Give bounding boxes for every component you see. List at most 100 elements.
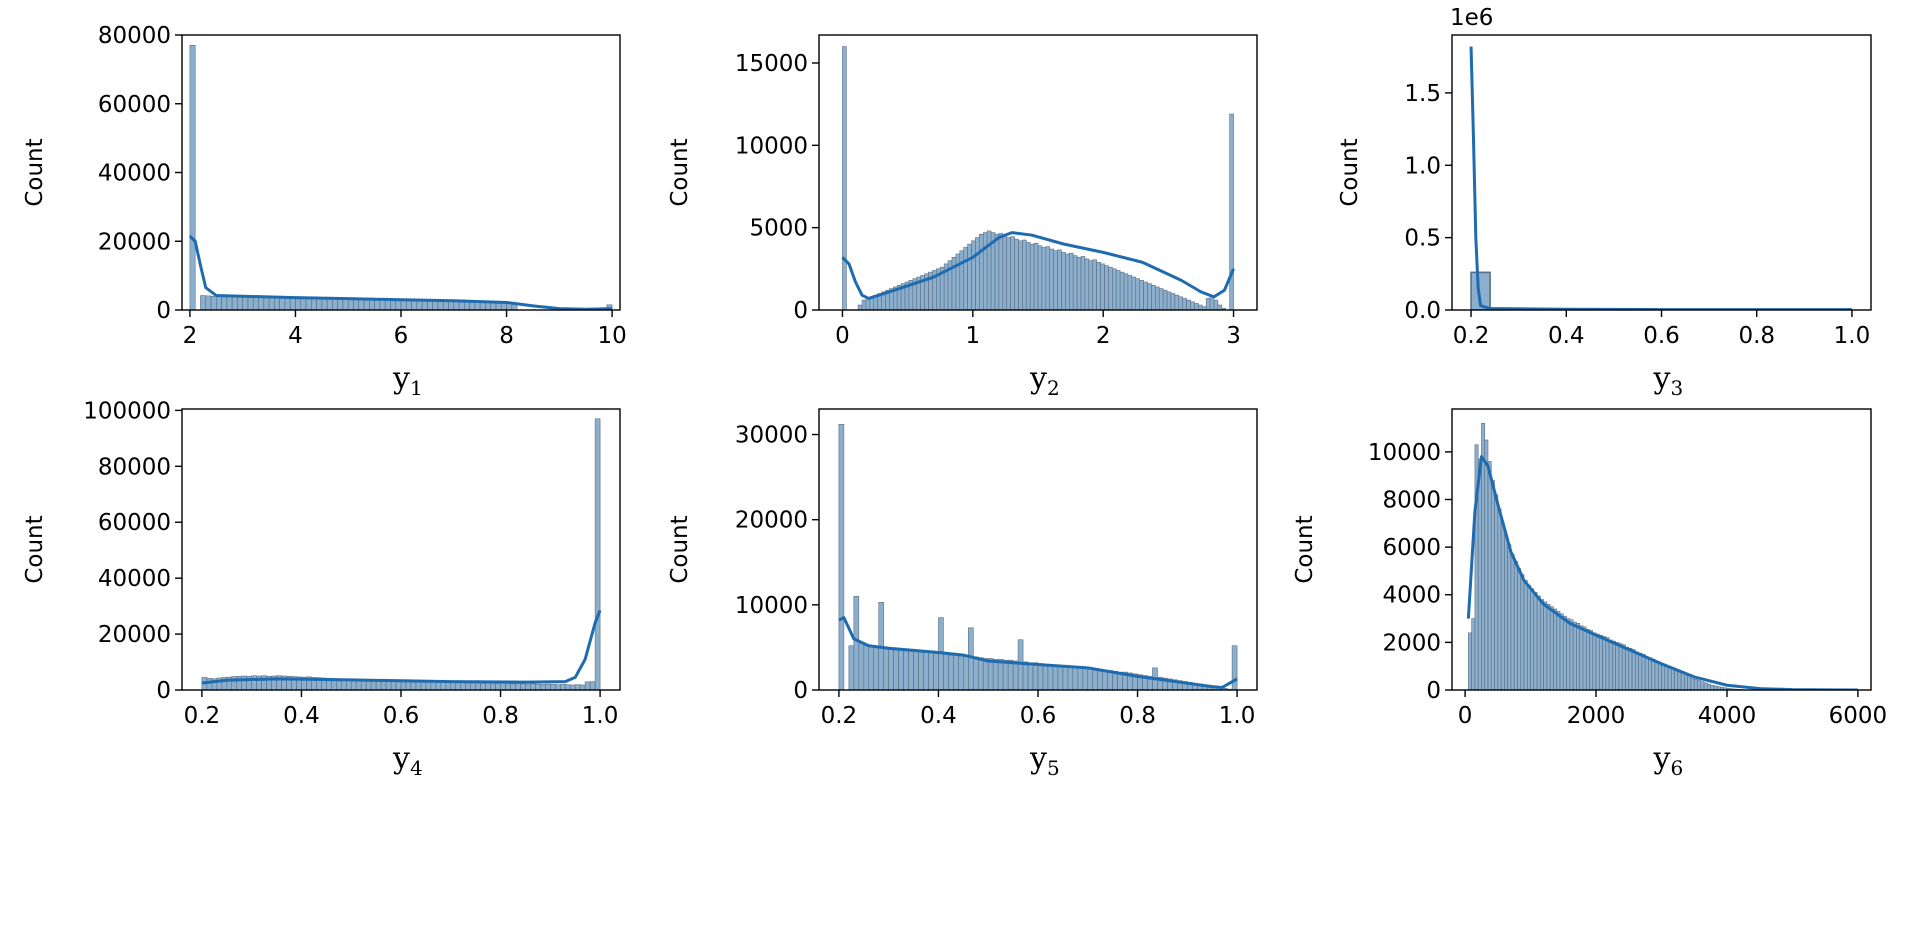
histogram-bar — [1543, 601, 1548, 690]
histogram-bar — [1523, 580, 1528, 690]
x-axis-label-base: y — [1653, 361, 1671, 396]
histogram-bar — [1615, 642, 1620, 690]
histogram-bar — [959, 250, 964, 310]
histogram-bar — [1006, 237, 1011, 310]
x-tick-label: 1.0 — [582, 703, 619, 729]
histogram-bar — [1664, 665, 1669, 690]
histogram-bar — [1710, 684, 1715, 690]
histogram-bar — [205, 295, 212, 310]
histogram-bar — [928, 652, 934, 690]
y-tick-label: 10000 — [735, 593, 808, 619]
histogram-bar — [1625, 646, 1630, 690]
histogram-bar — [975, 237, 980, 310]
histogram-bar — [1229, 113, 1234, 310]
histogram-bar — [1638, 652, 1643, 690]
histogram-bar — [520, 683, 526, 690]
histogram-bar — [1589, 630, 1594, 690]
histogram-bar — [918, 651, 924, 690]
y-tick-label: 0 — [793, 298, 808, 324]
histogram-bar — [1166, 291, 1172, 310]
histogram-bar — [1569, 619, 1574, 690]
y-tick-label: 0.5 — [1404, 226, 1441, 252]
plot-area: 0.2 0.4 0.6 0.8 1.0 0.0 0.5 1.0 1.5 — [1404, 34, 1872, 349]
histogram-bar — [1471, 618, 1476, 690]
x-axis-label: y6 — [1653, 741, 1684, 780]
kde-line — [838, 616, 1238, 689]
histogram-bar — [971, 240, 976, 310]
y-tick-label: 2000 — [1382, 630, 1441, 656]
plot-content — [841, 46, 1235, 310]
histogram-bar — [853, 596, 860, 690]
histogram-bar — [1147, 283, 1152, 310]
panel-y3: Count 1e6 0.2 0.4 0.6 0.8 1.0 0.0 0.5 1.0 1.5 y3 — [1337, 5, 1872, 400]
histogram-bar — [953, 654, 959, 690]
histogram-bar — [574, 684, 581, 690]
y-tick-label: 10000 — [735, 133, 808, 159]
histogram-bar — [231, 295, 238, 310]
histogram-bar — [1076, 257, 1082, 310]
y-tick-label: 0 — [793, 678, 808, 704]
histogram-bar — [1563, 615, 1567, 690]
x-tick-label: 3 — [1226, 323, 1241, 349]
x-tick-label: 0.2 — [1453, 323, 1490, 349]
x-tick-label: 0.6 — [1020, 703, 1057, 729]
histogram-bar — [210, 295, 217, 310]
histogram-bar — [594, 418, 601, 690]
histogram-bar — [263, 296, 270, 310]
histogram-bar — [1490, 480, 1495, 690]
histogram-bar — [241, 675, 248, 690]
histogram-bar — [1533, 592, 1538, 690]
x-tick-label: 0.8 — [482, 703, 519, 729]
histogram-bar — [1213, 299, 1219, 310]
histogram-bar — [242, 295, 249, 310]
x-axis-label: y3 — [1653, 361, 1684, 400]
histogram-bar — [1131, 276, 1137, 310]
histogram-bar — [1602, 636, 1607, 690]
histogram-bar — [1092, 668, 1099, 690]
y-tick-label: 6000 — [1382, 535, 1441, 561]
y-tick-label: 4000 — [1382, 583, 1441, 609]
y-tick-label: 0 — [156, 298, 171, 324]
histogram-bar — [1504, 534, 1508, 690]
histogram-bar — [994, 233, 1000, 310]
histogram-bar — [1468, 632, 1472, 690]
histogram-bar — [440, 681, 447, 690]
histogram-bar — [559, 684, 566, 690]
histogram-bar — [420, 681, 427, 690]
histogram-bar — [1072, 666, 1079, 690]
histogram-bar — [1037, 663, 1044, 690]
y-tick-label: 20000 — [98, 229, 171, 255]
histogram-bar — [1115, 270, 1121, 310]
histogram-bar — [505, 683, 511, 690]
histogram-bar — [1680, 673, 1685, 690]
histogram-bar — [1123, 273, 1129, 310]
x-tick-label: 1 — [966, 323, 981, 349]
histogram-bar — [554, 684, 561, 690]
histogram-bar — [427, 300, 433, 310]
panel-y1: Count 2 4 6 8 10 0 20000 40000 60000 80000 y1 — [22, 23, 627, 400]
histogram-bar — [1045, 246, 1051, 310]
x-tick-label: 0.4 — [283, 703, 320, 729]
histogram-bar — [1599, 634, 1603, 690]
histogram-bar — [1618, 643, 1623, 690]
histogram-bar — [1186, 299, 1191, 310]
y-tick-label: 10000 — [1368, 440, 1441, 466]
histogram-bar — [1158, 288, 1164, 310]
histogram-bar — [189, 45, 196, 310]
x-tick-label: 1.0 — [1834, 323, 1871, 349]
x-tick-label: 4 — [288, 323, 303, 349]
histogram-bar — [411, 299, 418, 310]
histogram-bar — [268, 296, 275, 310]
histogram-bar — [564, 684, 571, 690]
y-tick-label: 80000 — [98, 23, 171, 49]
axes-frame — [818, 34, 1258, 311]
histogram-bar — [535, 683, 541, 690]
y-axis-label: Count — [22, 515, 48, 583]
x-tick-label: 0.8 — [1119, 703, 1156, 729]
histogram-bar — [898, 649, 904, 690]
histogram-bar — [1703, 682, 1708, 690]
y-tick-label: 60000 — [98, 92, 171, 118]
kde-line — [188, 235, 613, 310]
histogram-bar — [913, 651, 919, 690]
histogram-bar — [490, 682, 496, 690]
